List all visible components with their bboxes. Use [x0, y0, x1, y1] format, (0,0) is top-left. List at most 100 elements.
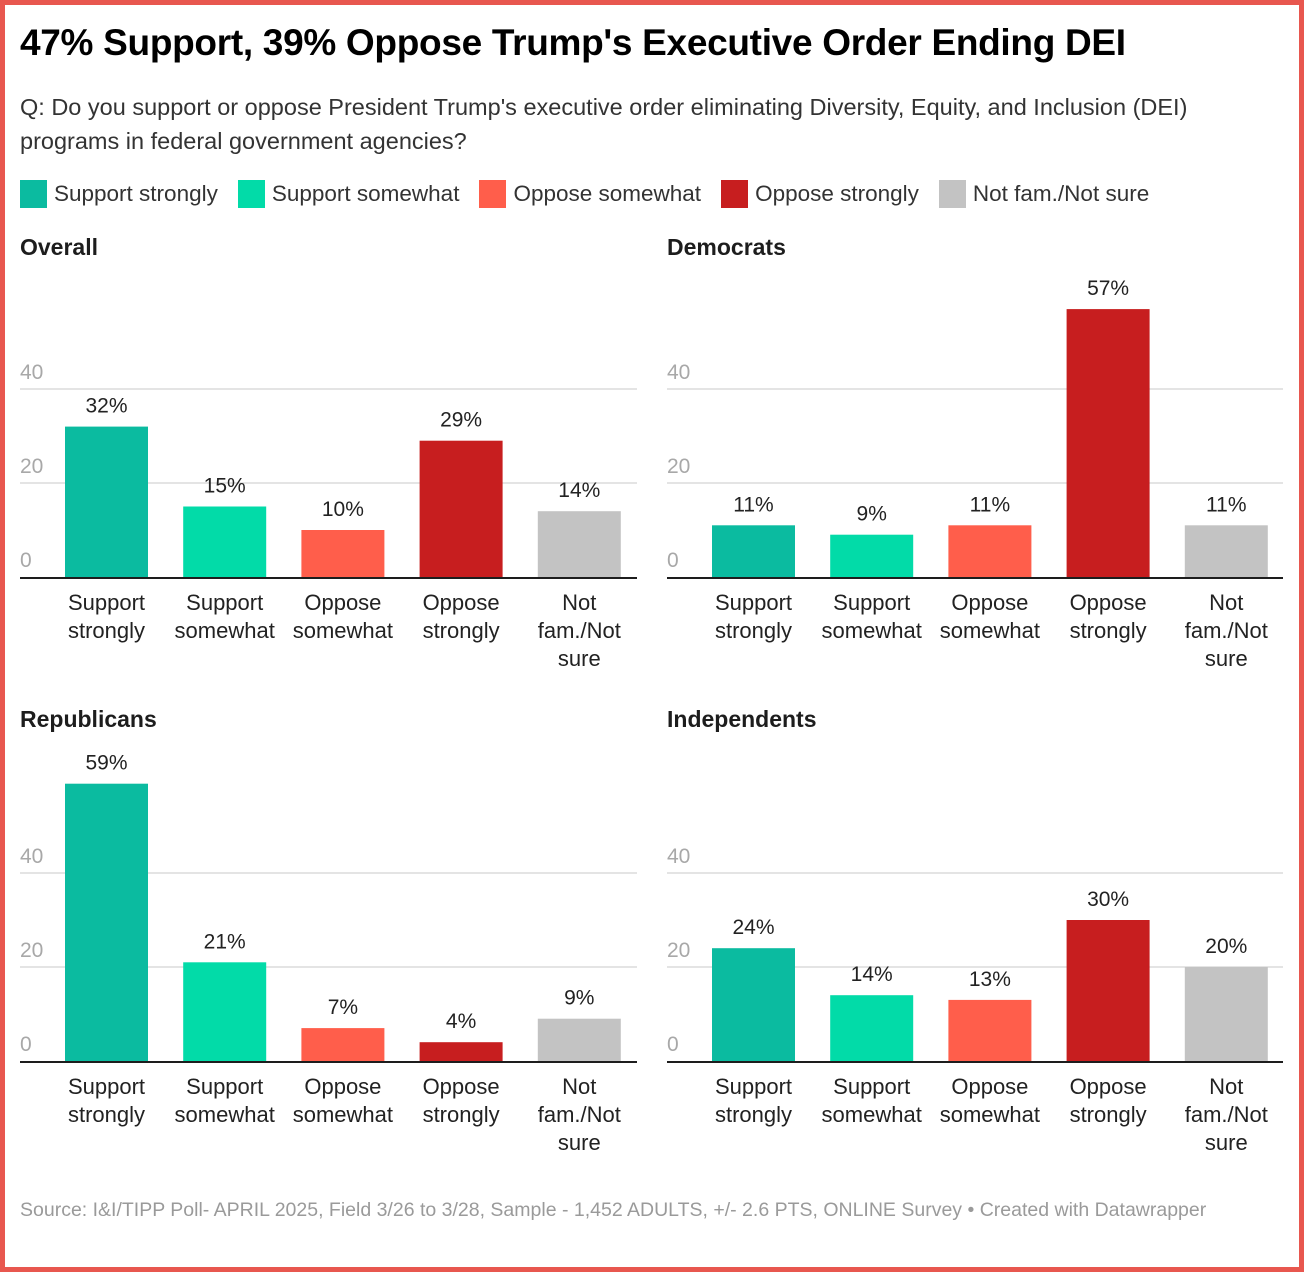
x-tick-label-oppose-somewhat: Oppose somewhat	[293, 590, 393, 643]
x-tick-label-oppose-strongly: Oppose strongly	[423, 1074, 500, 1127]
x-tick-label-oppose-strongly: Oppose strongly	[1070, 590, 1147, 643]
value-label-oppose-strongly: 4%	[446, 1010, 476, 1033]
x-tick-label-line: sure	[1205, 1130, 1248, 1155]
x-tick-label-line: Oppose	[423, 1074, 500, 1099]
x-tick-label-line: somewhat	[940, 618, 1040, 643]
y-tick-label-20: 20	[20, 939, 43, 962]
bar-oppose-somewhat	[948, 999, 1032, 1061]
x-tick-label-line: Oppose	[304, 1074, 381, 1099]
bar-oppose-somewhat	[301, 1028, 385, 1061]
x-tick-label-line: somewhat	[822, 618, 922, 643]
bar-oppose-strongly	[419, 1042, 503, 1061]
x-tick-label-support-somewhat: Support somewhat	[822, 590, 922, 643]
bar-oppose-somewhat	[948, 525, 1032, 577]
x-tick-label-line: somewhat	[940, 1102, 1040, 1127]
legend-item-oppose-strongly: Oppose strongly	[721, 180, 919, 208]
x-tick-label-line: Oppose	[1070, 590, 1147, 615]
x-tick-label-line: Not	[562, 590, 596, 615]
x-tick-label-line: strongly	[1070, 1102, 1147, 1127]
bar-oppose-somewhat	[301, 530, 385, 577]
x-tick-label-line: strongly	[68, 618, 145, 643]
x-tick-label-line: Support	[715, 1074, 792, 1099]
value-label-not-fam-not-sure: 11%	[1206, 493, 1246, 516]
panel-title-republicans: Republicans	[20, 706, 157, 732]
legend-label: Not fam./Not sure	[972, 181, 1150, 206]
bar-support-strongly	[65, 426, 148, 577]
x-tick-label-line: Oppose	[951, 1074, 1028, 1099]
x-tick-label-not-fam-not-sure: Not fam./Not sure	[1185, 590, 1268, 671]
bar-not-fam-not-sure	[537, 1018, 621, 1061]
bar-support-strongly	[712, 948, 795, 1061]
x-tick-label-line: Not	[1209, 590, 1243, 615]
value-label-support-strongly: 32%	[85, 395, 127, 418]
y-tick-label-40: 40	[20, 361, 43, 384]
x-tick-label-line: Not	[562, 1074, 596, 1099]
value-label-oppose-somewhat: 13%	[969, 968, 1011, 991]
value-label-oppose-strongly: 29%	[440, 409, 482, 432]
value-label-support-strongly: 59%	[85, 752, 127, 775]
panel-independents: 0 20 40 24% Support strongly 14% Support somewha…	[667, 845, 1283, 1155]
x-tick-label-line: Oppose	[1070, 1074, 1147, 1099]
x-tick-label-line: strongly	[68, 1102, 145, 1127]
legend-item-support-somewhat: Support somewhat	[237, 180, 460, 208]
legend-swatch-not-sure	[938, 180, 966, 208]
y-tick-label-0: 0	[667, 1033, 679, 1056]
panel-title-overall: Overall	[20, 234, 98, 260]
x-tick-label-oppose-strongly: Oppose strongly	[423, 590, 500, 643]
y-tick-label-20: 20	[20, 455, 43, 478]
bar-not-fam-not-sure	[1184, 967, 1268, 1061]
x-tick-label-support-somewhat: Support somewhat	[175, 590, 275, 643]
legend-swatch-oppose-somewhat	[479, 180, 507, 208]
bar-support-somewhat	[183, 962, 267, 1061]
x-tick-label-support-strongly: Support strongly	[68, 590, 145, 643]
bar-oppose-strongly	[1066, 309, 1150, 577]
bar-oppose-strongly	[419, 440, 503, 577]
x-tick-label-oppose-somewhat: Oppose somewhat	[293, 1074, 393, 1127]
bar-support-strongly	[712, 525, 795, 577]
x-tick-label-line: strongly	[715, 1102, 792, 1127]
legend-label: Support somewhat	[271, 181, 460, 206]
x-tick-label-not-fam-not-sure: Not fam./Not sure	[538, 590, 621, 671]
x-tick-label-line: fam./Not	[538, 1102, 621, 1127]
bar-oppose-strongly	[1066, 920, 1150, 1061]
y-tick-label-20: 20	[667, 455, 690, 478]
value-label-support-somewhat: 21%	[204, 930, 246, 953]
value-label-support-somewhat: 9%	[857, 503, 887, 526]
x-tick-label-support-somewhat: Support somewhat	[175, 1074, 275, 1127]
bar-support-somewhat	[830, 534, 914, 577]
y-tick-label-0: 0	[20, 549, 32, 572]
x-tick-label-line: fam./Not	[538, 618, 621, 643]
chart-subtitle: Q: Do you support or oppose President Tr…	[20, 94, 1188, 154]
legend-item-oppose-somewhat: Oppose somewhat	[479, 180, 701, 208]
value-label-not-fam-not-sure: 9%	[564, 987, 594, 1010]
x-tick-label-line: strongly	[423, 1102, 500, 1127]
x-tick-label-line: Support	[68, 1074, 145, 1099]
x-tick-label-support-somewhat: Support somewhat	[822, 1074, 922, 1127]
value-label-oppose-somewhat: 11%	[970, 493, 1010, 516]
x-tick-label-line: Support	[186, 590, 263, 615]
x-tick-label-oppose-strongly: Oppose strongly	[1070, 1074, 1147, 1127]
x-tick-label-line: Oppose	[951, 590, 1028, 615]
legend-label: Oppose strongly	[755, 181, 919, 206]
x-tick-label-line: Support	[833, 1074, 910, 1099]
x-tick-label-line: strongly	[715, 618, 792, 643]
bar-not-fam-not-sure	[537, 511, 621, 577]
panel-overall: 0 20 40 32% Support strongly 15% Support somewha…	[20, 361, 637, 671]
x-tick-label-line: somewhat	[293, 1102, 393, 1127]
x-tick-label-line: Oppose	[304, 590, 381, 615]
source-note: Source: I&I/TIPP Poll- APRIL 2025, Field…	[20, 1199, 1207, 1221]
legend-swatch-support-strongly	[20, 180, 47, 208]
x-tick-label-not-fam-not-sure: Not fam./Not sure	[538, 1074, 621, 1155]
x-tick-label-oppose-somewhat: Oppose somewhat	[940, 590, 1040, 643]
x-tick-label-line: Oppose	[423, 590, 500, 615]
y-tick-label-0: 0	[667, 549, 679, 572]
x-tick-label-support-strongly: Support strongly	[715, 1074, 792, 1127]
y-tick-label-40: 40	[667, 361, 690, 384]
x-tick-label-not-fam-not-sure: Not fam./Not sure	[1185, 1074, 1268, 1155]
legend-item-support-strongly: Support strongly	[20, 180, 218, 208]
legend-label: Oppose somewhat	[513, 181, 702, 206]
y-tick-label-40: 40	[667, 845, 690, 868]
panel-title-democrats: Democrats	[667, 234, 786, 260]
value-label-support-somewhat: 14%	[851, 963, 893, 986]
x-tick-label-line: sure	[558, 1130, 601, 1155]
